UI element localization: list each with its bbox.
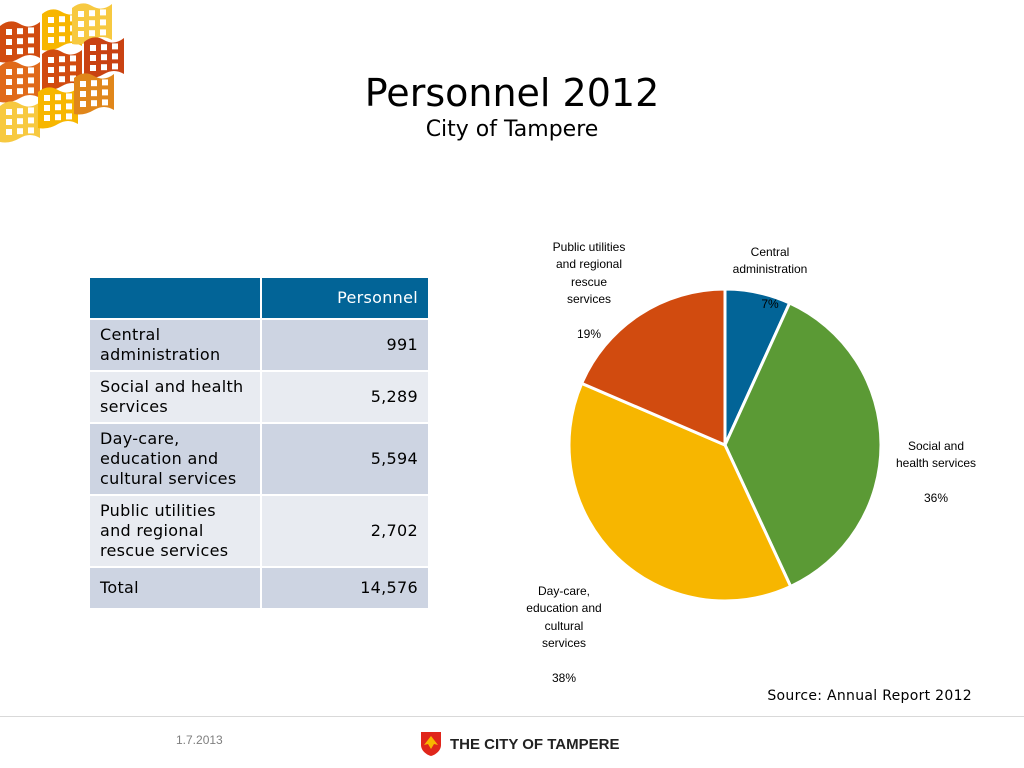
row-label: Total bbox=[88, 566, 262, 610]
slice-label-daycare-education-percent: 38% bbox=[551, 671, 577, 685]
logo-tile bbox=[84, 37, 124, 79]
logo-tile bbox=[0, 61, 40, 103]
city-logo-pattern bbox=[0, 3, 124, 143]
row-value: 991 bbox=[260, 318, 430, 372]
title-block: Personnel 2012 City of Tampere bbox=[0, 70, 1024, 144]
table-row: Total 14,576 bbox=[88, 566, 430, 610]
slice-label-social-health-percent: 36% bbox=[923, 491, 949, 505]
footer-date: 1.7.2013 bbox=[176, 733, 223, 747]
personnel-pie-chart bbox=[567, 287, 883, 603]
slice-label-central-administration-percent: 7% bbox=[761, 297, 779, 311]
footer-brand-text: THE CITY OF TAMPERE bbox=[450, 735, 620, 753]
row-label: Public utilities and regional rescue ser… bbox=[88, 494, 262, 568]
logo-tile bbox=[74, 73, 114, 115]
footer-divider bbox=[0, 716, 1024, 717]
slice-label-central-administration-name: Central administration bbox=[732, 244, 808, 277]
row-label: Central administration bbox=[88, 318, 262, 372]
logo-tile bbox=[42, 49, 82, 91]
row-value: 2,702 bbox=[260, 494, 430, 568]
table-header-row: Personnel bbox=[88, 276, 430, 320]
row-label: Day-care, education and cultural service… bbox=[88, 422, 262, 496]
table-header-empty bbox=[88, 276, 262, 320]
table-header-personnel: Personnel bbox=[260, 276, 430, 320]
pie-slice-public-utilities bbox=[580, 287, 727, 447]
slice-label-public-utilities-name: Public utilities and regional rescue servic… bbox=[552, 239, 626, 307]
table-row: Public utilities and regional rescue ser… bbox=[88, 494, 430, 568]
slice-label-public-utilities: Public utilities and regional rescue servic… bbox=[540, 221, 638, 344]
tampere-shield-icon bbox=[421, 732, 441, 756]
logo-tile bbox=[72, 3, 112, 45]
slice-label-public-utilities-percent: 19% bbox=[576, 327, 602, 341]
row-value: 5,289 bbox=[260, 370, 430, 424]
source-note: Source: Annual Report 2012 bbox=[767, 688, 972, 704]
pie-slice-daycare-education bbox=[567, 381, 793, 603]
slice-label-central-administration: Central administration 7% bbox=[718, 226, 822, 314]
personnel-table: Personnel Central administration 991 Soc… bbox=[88, 276, 430, 610]
row-value: 5,594 bbox=[260, 422, 430, 496]
slice-label-daycare-education-name: Day-care, education and cultural services bbox=[526, 583, 602, 651]
footer-brand: THE CITY OF TAMPERE bbox=[420, 731, 619, 757]
table-row: Central administration 991 bbox=[88, 318, 430, 372]
slice-label-social-health: Social and health services 36% bbox=[888, 420, 984, 508]
logo-tile bbox=[0, 21, 40, 63]
slice-label-social-health-name: Social and health services bbox=[895, 438, 977, 471]
row-value: 14,576 bbox=[260, 566, 430, 610]
pie-slice-social-health bbox=[723, 301, 883, 589]
row-label: Social and health services bbox=[88, 370, 262, 424]
logo-tile bbox=[0, 101, 40, 143]
table-row: Day-care, education and cultural service… bbox=[88, 422, 430, 496]
page-title: Personnel 2012 bbox=[364, 71, 660, 115]
slice-label-daycare-education: Day-care, education and cultural services 3… bbox=[514, 565, 614, 688]
logo-tile bbox=[38, 87, 78, 129]
table-row: Social and health services 5,289 bbox=[88, 370, 430, 424]
page-subtitle: City of Tampere bbox=[425, 117, 599, 142]
